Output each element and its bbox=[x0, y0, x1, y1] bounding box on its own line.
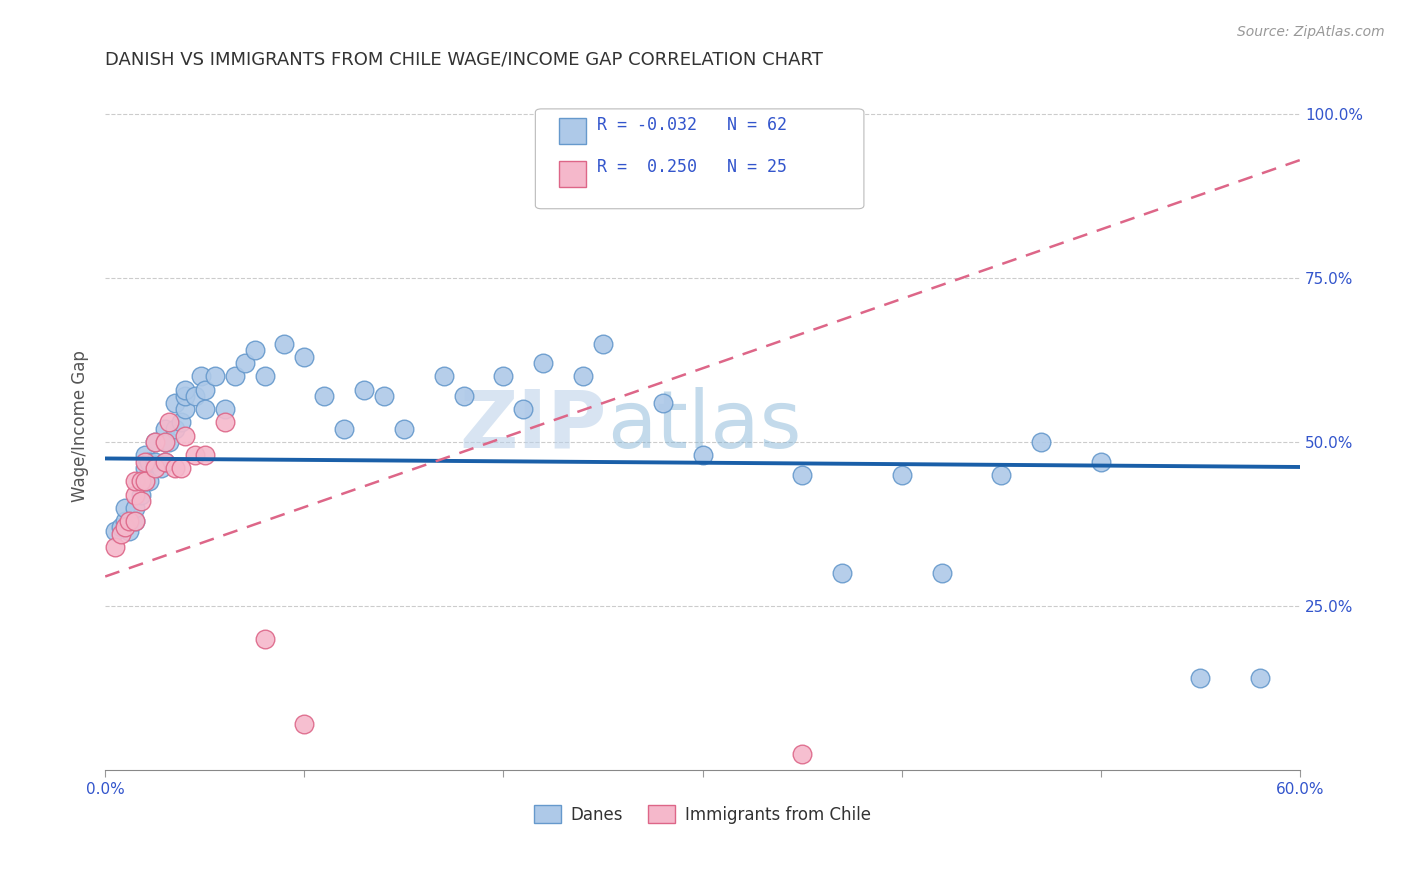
Point bbox=[134, 475, 156, 489]
Point bbox=[118, 514, 141, 528]
Point bbox=[110, 520, 132, 534]
Point bbox=[143, 461, 166, 475]
Point bbox=[157, 435, 180, 450]
Point bbox=[453, 389, 475, 403]
Text: R =  0.250   N = 25: R = 0.250 N = 25 bbox=[598, 159, 787, 177]
Point bbox=[890, 467, 912, 482]
Point bbox=[124, 500, 146, 515]
Point bbox=[153, 435, 176, 450]
Point bbox=[134, 475, 156, 489]
Point bbox=[492, 369, 515, 384]
Point bbox=[1090, 455, 1112, 469]
Point bbox=[163, 461, 186, 475]
Point bbox=[163, 422, 186, 436]
Point bbox=[253, 369, 276, 384]
Point bbox=[373, 389, 395, 403]
FancyBboxPatch shape bbox=[560, 118, 585, 144]
Point bbox=[592, 336, 614, 351]
Point bbox=[173, 389, 195, 403]
Y-axis label: Wage/Income Gap: Wage/Income Gap bbox=[72, 350, 89, 501]
Point bbox=[138, 455, 160, 469]
Point bbox=[214, 416, 236, 430]
Point bbox=[143, 435, 166, 450]
Point bbox=[170, 461, 193, 475]
Point bbox=[1189, 671, 1212, 685]
Point bbox=[233, 356, 256, 370]
Point bbox=[129, 494, 152, 508]
Point bbox=[173, 383, 195, 397]
Point bbox=[931, 566, 953, 581]
Point bbox=[118, 524, 141, 538]
Point bbox=[153, 455, 176, 469]
Point bbox=[104, 540, 127, 554]
Point bbox=[163, 395, 186, 409]
Point bbox=[104, 524, 127, 538]
Point bbox=[124, 475, 146, 489]
Text: ZIP: ZIP bbox=[460, 386, 607, 465]
FancyBboxPatch shape bbox=[536, 109, 863, 209]
Point bbox=[531, 356, 554, 370]
Point bbox=[129, 475, 152, 489]
Point bbox=[124, 487, 146, 501]
Point bbox=[204, 369, 226, 384]
Point bbox=[651, 395, 673, 409]
Point bbox=[157, 416, 180, 430]
Point bbox=[173, 428, 195, 442]
Point bbox=[114, 520, 136, 534]
Legend: Danes, Immigrants from Chile: Danes, Immigrants from Chile bbox=[534, 805, 872, 823]
Point bbox=[143, 435, 166, 450]
Point bbox=[392, 422, 415, 436]
Point bbox=[173, 402, 195, 417]
Point bbox=[314, 389, 336, 403]
Point bbox=[134, 448, 156, 462]
Point bbox=[134, 455, 156, 469]
Point bbox=[170, 416, 193, 430]
Point bbox=[1031, 435, 1053, 450]
Point bbox=[190, 369, 212, 384]
Point bbox=[114, 500, 136, 515]
Point bbox=[124, 514, 146, 528]
Point bbox=[149, 461, 172, 475]
Point bbox=[138, 475, 160, 489]
Point bbox=[153, 435, 176, 450]
Point bbox=[512, 402, 534, 417]
Text: R = -0.032   N = 62: R = -0.032 N = 62 bbox=[598, 116, 787, 134]
Text: Source: ZipAtlas.com: Source: ZipAtlas.com bbox=[1237, 25, 1385, 39]
Point bbox=[153, 455, 176, 469]
FancyBboxPatch shape bbox=[560, 161, 585, 186]
Point bbox=[273, 336, 295, 351]
Point bbox=[353, 383, 375, 397]
Point bbox=[1249, 671, 1271, 685]
Point bbox=[153, 422, 176, 436]
Point bbox=[194, 383, 217, 397]
Text: atlas: atlas bbox=[607, 386, 801, 465]
Point bbox=[243, 343, 266, 358]
Point bbox=[292, 717, 315, 731]
Point bbox=[224, 369, 246, 384]
Point bbox=[129, 475, 152, 489]
Point bbox=[134, 461, 156, 475]
Point bbox=[433, 369, 456, 384]
Point bbox=[333, 422, 356, 436]
Point bbox=[792, 467, 814, 482]
Point bbox=[990, 467, 1012, 482]
Point bbox=[692, 448, 714, 462]
Point bbox=[184, 389, 207, 403]
Text: DANISH VS IMMIGRANTS FROM CHILE WAGE/INCOME GAP CORRELATION CHART: DANISH VS IMMIGRANTS FROM CHILE WAGE/INC… bbox=[105, 51, 823, 69]
Point bbox=[292, 350, 315, 364]
Point bbox=[253, 632, 276, 646]
Point bbox=[831, 566, 853, 581]
Point bbox=[194, 448, 217, 462]
Point bbox=[114, 514, 136, 528]
Point bbox=[792, 747, 814, 761]
Point bbox=[129, 487, 152, 501]
Point bbox=[572, 369, 595, 384]
Point bbox=[184, 448, 207, 462]
Point bbox=[194, 402, 217, 417]
Point bbox=[143, 455, 166, 469]
Point bbox=[110, 527, 132, 541]
Point bbox=[124, 514, 146, 528]
Point bbox=[214, 402, 236, 417]
